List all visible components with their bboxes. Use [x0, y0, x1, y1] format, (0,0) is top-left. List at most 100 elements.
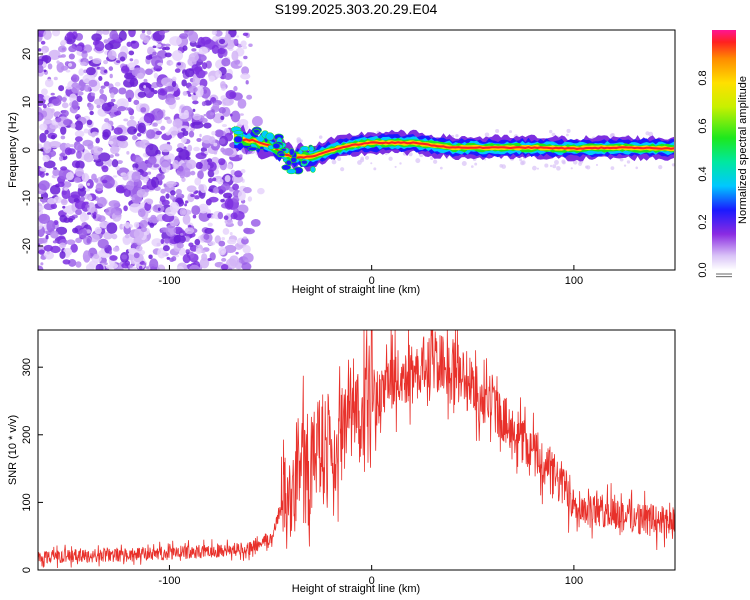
noise-speck: [106, 158, 113, 167]
noise-speck: [166, 118, 173, 124]
noise-speck: [77, 183, 84, 189]
noise-speck: [207, 222, 213, 227]
noise-speck: [177, 62, 182, 66]
noise-speck: [219, 38, 226, 45]
noise-speck: [164, 52, 172, 58]
noise-speck: [59, 153, 66, 157]
noise-speck: [566, 128, 571, 134]
noise-speck: [39, 123, 48, 131]
noise-speck: [39, 171, 45, 178]
noise-speck: [64, 187, 69, 191]
noise-speck: [38, 265, 44, 270]
noise-speck: [77, 91, 84, 96]
noise-speck: [56, 60, 60, 64]
noise-speck: [75, 45, 83, 52]
noise-speck: [195, 44, 202, 49]
noise-speck: [483, 158, 487, 161]
noise-speck: [114, 210, 122, 216]
noise-speck: [111, 159, 119, 168]
noise-speck: [192, 108, 196, 112]
colorbar-tick-label: 0.4: [697, 166, 709, 181]
noise-speck: [60, 65, 69, 71]
noise-speck: [43, 251, 55, 260]
noise-speck: [237, 190, 246, 201]
noise-speck: [43, 69, 47, 73]
noise-speck: [520, 161, 525, 166]
noise-speck: [241, 66, 250, 76]
noise-speck: [182, 130, 189, 137]
noise-speck: [83, 128, 89, 134]
noise-speck: [92, 40, 98, 46]
noise-speck: [176, 265, 185, 270]
noise-speck: [59, 251, 66, 259]
colorbar-tick-label: 0.0: [697, 262, 709, 277]
noise-speck: [76, 95, 83, 103]
noise-speck: [38, 112, 44, 122]
noise-speck: [193, 146, 200, 152]
noise-speck: [198, 184, 205, 192]
noise-speck: [241, 237, 249, 245]
noise-speck: [131, 134, 138, 141]
noise-speck: [157, 247, 166, 259]
noise-speck: [248, 43, 253, 47]
noise-speck: [143, 113, 155, 124]
noise-speck: [38, 249, 45, 255]
noise-speck: [39, 167, 47, 172]
noise-speck: [635, 166, 639, 170]
noise-speck: [83, 84, 91, 92]
noise-speck: [65, 85, 73, 90]
noise-speck: [68, 258, 77, 267]
noise-speck: [573, 160, 578, 165]
noise-speck: [97, 215, 106, 223]
noise-speck: [215, 70, 222, 78]
noise-speck: [132, 167, 137, 171]
spectrogram-y-tick-label: 10: [21, 96, 33, 108]
noise-speck: [171, 256, 177, 262]
snr-x-tick-label: -100: [158, 575, 180, 587]
noise-speck: [93, 253, 100, 260]
noise-speck: [509, 130, 513, 134]
noise-speck: [40, 262, 44, 266]
noise-speck: [86, 238, 91, 244]
spectrogram-x-label: Height of straight line (km): [292, 284, 420, 296]
noise-speck: [70, 82, 80, 94]
snr-series-line: [38, 330, 675, 569]
noise-speck: [201, 101, 207, 107]
noise-speck: [165, 224, 176, 237]
noise-speck: [55, 117, 62, 123]
noise-speck: [223, 215, 229, 220]
noise-speck: [188, 264, 200, 270]
noise-speck: [70, 243, 78, 253]
noise-speck: [157, 62, 163, 66]
noise-speck: [241, 262, 252, 270]
noise-speck: [78, 79, 86, 92]
noise-speck: [66, 239, 76, 245]
noise-speck: [123, 205, 128, 212]
noise-speck: [585, 165, 589, 169]
noise-speck: [192, 214, 197, 219]
noise-speck: [60, 135, 66, 140]
noise-speck: [415, 158, 421, 164]
noise-speck: [165, 97, 176, 106]
noise-speck: [140, 107, 147, 113]
noise-speck: [85, 188, 91, 192]
noise-speck: [138, 265, 143, 270]
noise-speck: [96, 196, 107, 208]
noise-speck: [208, 75, 216, 82]
noise-speck: [220, 264, 229, 270]
noise-speck: [432, 159, 438, 164]
noise-speck: [156, 264, 166, 270]
noise-speck: [213, 151, 218, 155]
noise-speck: [156, 43, 162, 48]
noise-speck: [109, 255, 118, 261]
noise-speck: [57, 55, 63, 58]
noise-speck: [107, 125, 112, 130]
noise-speck: [89, 110, 94, 116]
noise-speck: [88, 103, 94, 111]
noise-speck: [117, 159, 124, 164]
noise-speck: [166, 256, 171, 260]
noise-speck: [110, 115, 114, 119]
noise-speck: [92, 57, 102, 64]
noise-speck: [169, 194, 175, 200]
noise-speck: [146, 30, 152, 35]
